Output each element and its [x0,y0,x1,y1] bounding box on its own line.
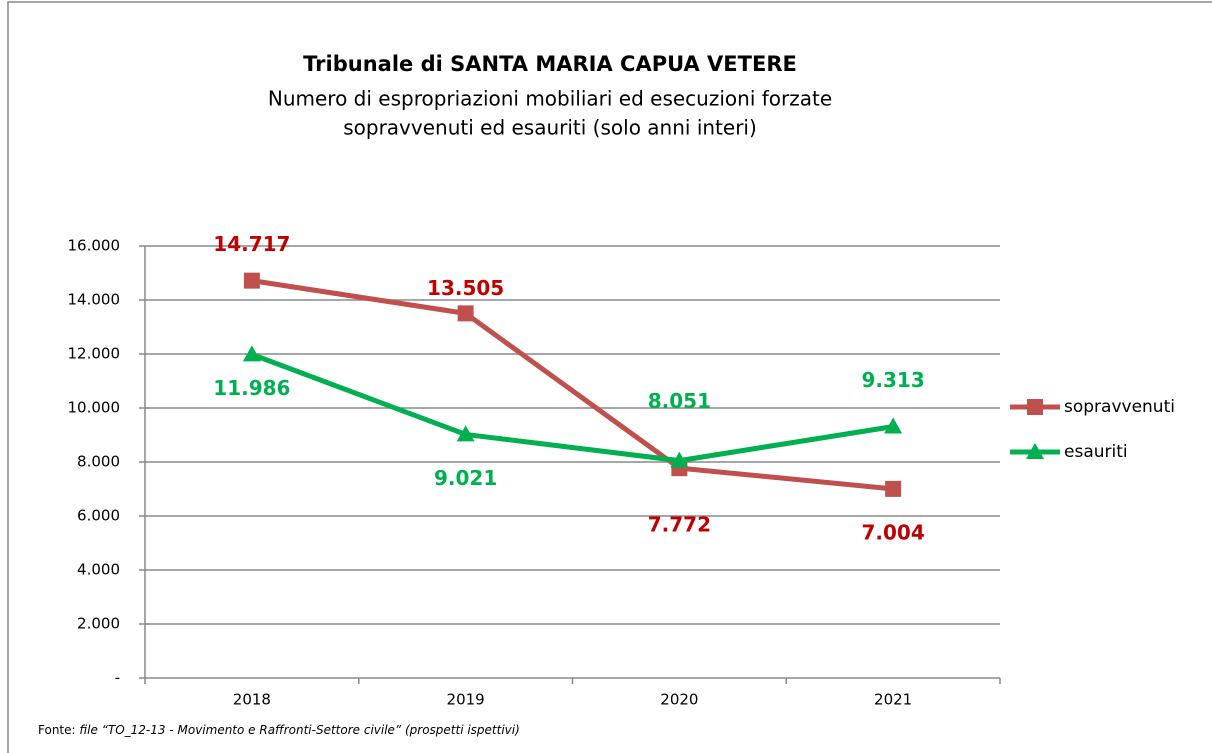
y-tick-label: 4.000 [77,561,120,579]
chart-subtitle: Numero di espropriazioni mobiliari ed es… [268,87,832,111]
data-label: 8.051 [648,389,711,413]
x-tick-label: 2018 [233,691,271,709]
data-label: 9.313 [861,368,924,392]
x-tick-label: 2021 [874,691,912,709]
series-line [250,352,894,464]
chart-frame [7,1,1212,753]
y-tick-label: - [115,669,120,687]
marker [456,425,475,442]
footnote: Fonte: file “TO_12-13 - Movimento e Raff… [38,723,520,737]
data-label: 14.717 [213,232,290,256]
marker [242,345,261,362]
marker [1027,399,1043,415]
data-label: 11.986 [213,376,290,400]
y-tick-label: 12.000 [68,345,121,363]
marker [243,272,260,289]
footnote-text: file “TO_12-13 - Movimento e Raffronti-S… [79,723,519,737]
marker [884,417,903,434]
chart-title: Tribunale di SANTA MARIA CAPUA VETERE [303,52,797,76]
data-label: 7.004 [861,520,924,544]
legend-label: sopravvenuti [1064,397,1175,417]
y-tick-label: 14.000 [68,291,121,309]
y-tick-label: 2.000 [77,615,120,633]
data-label: 7.772 [648,513,711,537]
marker [457,305,474,322]
data-label: 9.021 [434,466,497,490]
x-tick-label: 2020 [660,691,698,709]
y-tick-label: 6.000 [77,507,120,525]
marker [670,451,689,468]
y-tick-label: 10.000 [68,399,121,417]
chart-subtitle: sopravvenuti ed esauriti (solo anni inte… [343,116,757,140]
y-tick-label: 16.000 [68,237,121,255]
legend-label: esauriti [1064,442,1128,462]
x-tick-label: 2019 [447,691,485,709]
marker [885,480,902,497]
footnote-label: Fonte: [38,723,76,737]
series-line [251,278,894,492]
data-label: 13.505 [427,276,504,300]
marker [1026,443,1044,459]
y-tick-label: 8.000 [77,453,120,471]
